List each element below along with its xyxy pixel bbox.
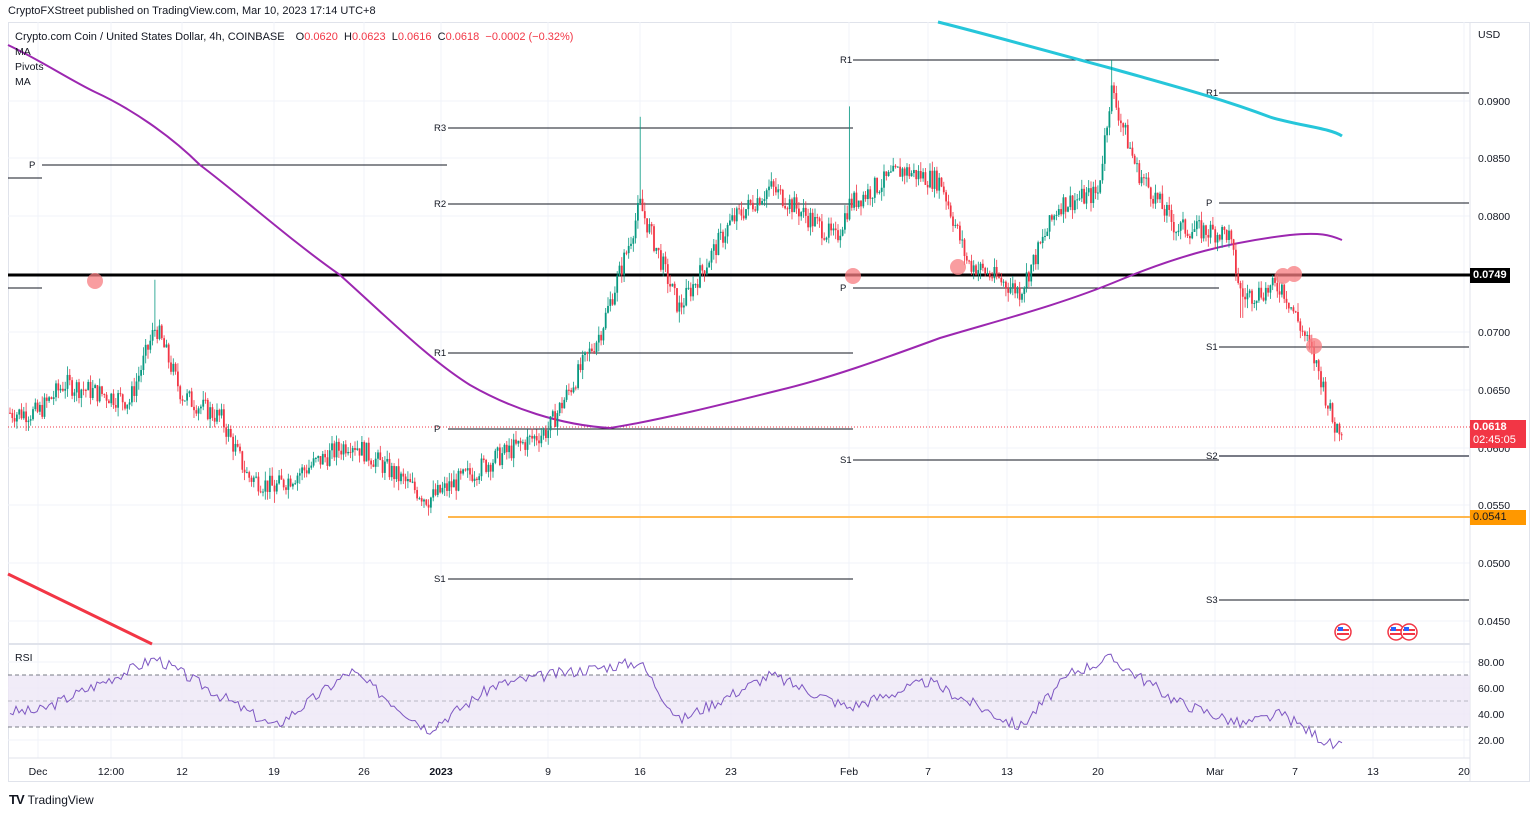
- svg-text:0.0900: 0.0900: [1478, 96, 1510, 108]
- pivot-label-s1: S1: [840, 455, 852, 466]
- svg-text:0.0450: 0.0450: [1478, 616, 1510, 628]
- us-flag-icon[interactable]: [1334, 623, 1352, 641]
- marker-circle: [87, 273, 103, 289]
- svg-text:0.0500: 0.0500: [1478, 558, 1510, 570]
- svg-text:0.0550: 0.0550: [1478, 500, 1510, 512]
- marker-circle: [1286, 266, 1302, 282]
- currency-label: USD: [1478, 29, 1501, 41]
- svg-text:80.00: 80.00: [1478, 657, 1504, 669]
- touch-markers: [87, 259, 1322, 354]
- svg-text:7: 7: [1292, 766, 1298, 778]
- ma-cyan-line: [937, 20, 1343, 138]
- last-price-tag: 0.0618 02:45:05: [1470, 420, 1526, 448]
- pivot-labels: P R3 R2 R1 P S1 R1 P S1 R1 P S1 S2 S3: [29, 55, 1218, 606]
- chart-legend: Crypto.com Coin / United States Dollar, …: [15, 30, 573, 90]
- change-value: −0.0002 (−0.32%): [485, 31, 574, 43]
- tradingview-logo[interactable]: TV TradingView: [9, 792, 94, 807]
- pivot-lines: [8, 59, 1469, 601]
- tradingview-mark-icon: TV: [9, 792, 25, 807]
- svg-text:13: 13: [1001, 766, 1013, 778]
- publisher-line: CryptoFXStreet published on TradingView.…: [8, 5, 376, 17]
- ohlc-values: O0.0620 H0.0623 L0.0616 C0.0618 −0.0002 …: [295, 31, 574, 43]
- tradingview-name: TradingView: [27, 792, 94, 807]
- pivot-label-r1: R1: [434, 348, 446, 359]
- svg-text:20.00: 20.00: [1478, 735, 1504, 747]
- svg-text:19: 19: [268, 766, 280, 778]
- svg-text:26: 26: [358, 766, 370, 778]
- svg-text:0.0800: 0.0800: [1478, 211, 1510, 223]
- svg-text:13: 13: [1367, 766, 1379, 778]
- pivot-label-r1: R1: [1206, 88, 1218, 99]
- svg-text:0.0650: 0.0650: [1478, 385, 1510, 397]
- pivot-label-p: P: [1206, 198, 1212, 209]
- pivot-label-p: P: [434, 424, 440, 435]
- pivot-label-s1: S1: [1206, 342, 1218, 353]
- pivot-label-r2: R2: [434, 199, 446, 210]
- svg-text:60.00: 60.00: [1478, 683, 1504, 695]
- svg-text:12:00: 12:00: [98, 766, 124, 778]
- svg-text:0.0700: 0.0700: [1478, 327, 1510, 339]
- us-flag-icon[interactable]: [1400, 623, 1418, 641]
- trend-line-red: [7, 572, 153, 646]
- svg-text:40.00: 40.00: [1478, 709, 1504, 721]
- time-axis[interactable]: Dec 12:00 12 19 26 2023 9 16 23 Feb 7 13…: [29, 766, 1470, 778]
- rsi-line: [9, 653, 1343, 750]
- us-flag-icon[interactable]: [1387, 623, 1405, 641]
- svg-text:20: 20: [1092, 766, 1104, 778]
- bar-countdown: 02:45:05: [1473, 434, 1516, 446]
- svg-text:16: 16: [634, 766, 646, 778]
- candlesticks: [9, 60, 1343, 516]
- last-price-value: 0.0618: [1473, 421, 1507, 433]
- grid-lines: [8, 22, 1470, 758]
- svg-text:2023: 2023: [429, 766, 453, 778]
- indicator-pivots[interactable]: Pivots: [15, 61, 44, 73]
- rsi-label: RSI: [15, 652, 33, 664]
- ma-purple-line: [7, 44, 1343, 430]
- chart-frame: [8, 22, 1530, 782]
- svg-text:Feb: Feb: [840, 766, 858, 778]
- pivot-label-p: P: [840, 283, 846, 294]
- symbol-title[interactable]: Crypto.com Coin / United States Dollar, …: [15, 31, 285, 43]
- price-axis[interactable]: USD 0.0900 0.0850 0.0800 0.0700 0.0650 0…: [1478, 29, 1510, 747]
- indicator-ma-1[interactable]: MA: [15, 46, 31, 58]
- pivot-label-r3: R3: [434, 123, 446, 134]
- svg-text:7: 7: [925, 766, 931, 778]
- pivot-label-p: P: [29, 160, 35, 171]
- marker-circle: [1306, 338, 1322, 354]
- pivot-label-s3: S3: [1206, 595, 1218, 606]
- svg-text:23: 23: [725, 766, 737, 778]
- svg-text:12: 12: [176, 766, 188, 778]
- pivot-label-s2: S2: [1206, 451, 1218, 462]
- pivot-label-s1: S1: [434, 574, 446, 585]
- resistance-price-tag: 0.0749: [1470, 268, 1510, 283]
- svg-text:Mar: Mar: [1206, 766, 1225, 778]
- marker-circle: [950, 259, 966, 275]
- marker-circle: [845, 268, 861, 284]
- svg-text:0.0850: 0.0850: [1478, 153, 1510, 165]
- support-price-tag: 0.0541: [1470, 510, 1526, 525]
- pivot-label-r1: R1: [840, 55, 852, 66]
- svg-text:9: 9: [545, 766, 551, 778]
- indicator-ma-2[interactable]: MA: [15, 76, 31, 88]
- svg-text:Dec: Dec: [29, 766, 48, 778]
- svg-text:20: 20: [1458, 766, 1470, 778]
- economic-events: [1334, 623, 1418, 641]
